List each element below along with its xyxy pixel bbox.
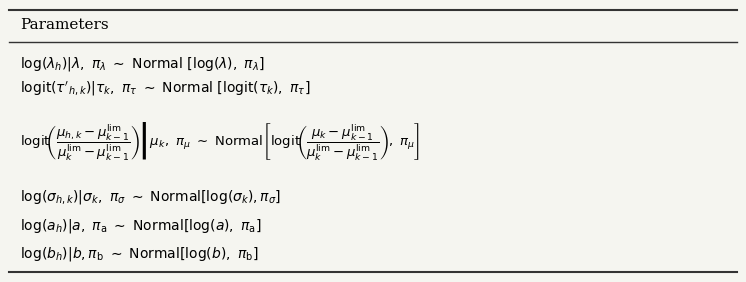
Text: $\log(\sigma_{h,k})|\sigma_k,\ \pi_\sigma\ \sim\ \mathrm{Normal}[\log(\sigma_k),: $\log(\sigma_{h,k})|\sigma_k,\ \pi_\sigm… xyxy=(20,188,281,206)
Text: $\log(b_h)|b,\pi_\mathrm{b}\ \sim\ \mathrm{Normal}[\log(b),\ \pi_\mathrm{b}]$: $\log(b_h)|b,\pi_\mathrm{b}\ \sim\ \math… xyxy=(20,245,258,263)
Text: Parameters: Parameters xyxy=(20,18,109,32)
Text: $\mathrm{logit}(\tau'_{h,k})|\tau_k,\ \pi_\tau\ \sim\ \mathrm{Normal}\ [\mathrm{: $\mathrm{logit}(\tau'_{h,k})|\tau_k,\ \p… xyxy=(20,80,310,98)
Text: $\log(\lambda_h)|\lambda,\ \pi_\lambda\ \sim\ \mathrm{Normal}\ [\log(\lambda),\ : $\log(\lambda_h)|\lambda,\ \pi_\lambda\ … xyxy=(20,55,265,73)
Text: $\log(a_h)|a,\ \pi_\mathrm{a}\ \sim\ \mathrm{Normal}[\log(a),\ \pi_\mathrm{a}]$: $\log(a_h)|a,\ \pi_\mathrm{a}\ \sim\ \ma… xyxy=(20,217,262,235)
Text: $\mathrm{logit}\!\left(\dfrac{\mu_{h,k}-\mu^{\mathrm{lim}}_{k-1}}{\mu^{\mathrm{l: $\mathrm{logit}\!\left(\dfrac{\mu_{h,k}-… xyxy=(20,120,420,162)
